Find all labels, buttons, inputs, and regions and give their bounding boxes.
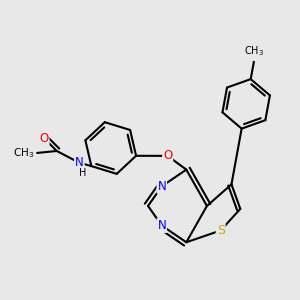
Text: CH$_3$: CH$_3$ (244, 44, 264, 58)
Text: S: S (217, 224, 225, 237)
Text: N: N (158, 219, 166, 232)
Text: O: O (163, 149, 172, 162)
Text: N: N (75, 156, 84, 169)
Text: O: O (39, 132, 49, 145)
Text: N: N (158, 180, 166, 193)
Text: CH$_3$: CH$_3$ (13, 146, 34, 160)
Text: H: H (79, 168, 86, 178)
